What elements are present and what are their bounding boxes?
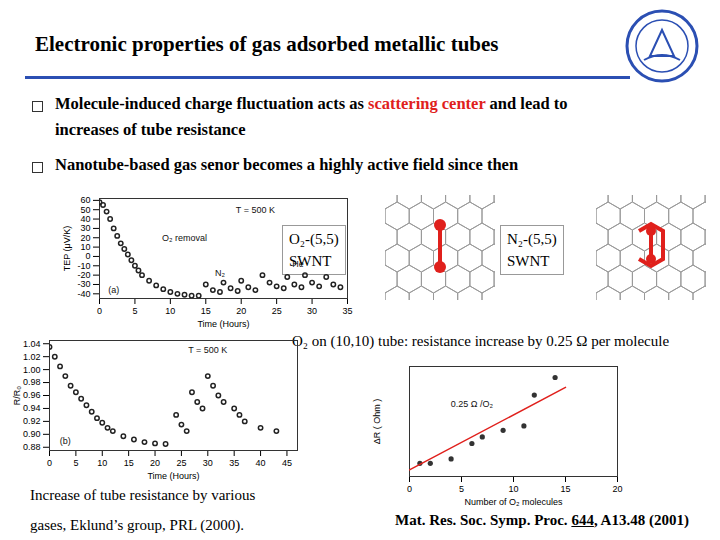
svg-text:30: 30 <box>307 306 317 316</box>
svg-text:1.00: 1.00 <box>23 364 41 374</box>
svg-text:50: 50 <box>80 205 90 215</box>
svg-text:35: 35 <box>342 306 352 316</box>
svg-text:0: 0 <box>97 306 102 316</box>
svg-text:30: 30 <box>80 223 90 233</box>
svg-text:-30: -30 <box>77 279 90 289</box>
svg-text:45: 45 <box>282 458 292 468</box>
svg-text:He: He <box>292 259 304 269</box>
svg-text:15: 15 <box>124 458 134 468</box>
svg-text:T = 500 K: T = 500 K <box>188 345 227 355</box>
svg-text:0.88: 0.88 <box>23 442 41 452</box>
svg-text:10: 10 <box>80 242 90 252</box>
svg-text:-10: -10 <box>77 261 90 271</box>
svg-text:15: 15 <box>560 484 570 494</box>
svg-text:1.04: 1.04 <box>23 339 41 349</box>
svg-text:0.94: 0.94 <box>23 403 41 413</box>
svg-text:O₂ removal: O₂ removal <box>162 233 207 243</box>
svg-text:5: 5 <box>73 458 78 468</box>
svg-text:1.02: 1.02 <box>23 352 41 362</box>
svg-text:0.92: 0.92 <box>23 416 41 426</box>
svg-text:R/R₀: R/R₀ <box>12 386 22 405</box>
svg-text:10: 10 <box>508 484 518 494</box>
svg-text:-40: -40 <box>77 289 90 299</box>
svg-text:10: 10 <box>97 458 107 468</box>
svg-text:35: 35 <box>229 458 239 468</box>
svg-text:25: 25 <box>272 306 282 316</box>
svg-text:40: 40 <box>256 458 266 468</box>
svg-text:25: 25 <box>176 458 186 468</box>
svg-text:20: 20 <box>612 484 622 494</box>
svg-text:Number of O₂ molecules: Number of O₂ molecules <box>464 497 563 507</box>
svg-text:Time (Hours): Time (Hours) <box>197 319 249 329</box>
svg-text:T = 500 K: T = 500 K <box>236 205 275 215</box>
svg-text:N₂: N₂ <box>215 268 225 278</box>
svg-text:0.98: 0.98 <box>23 377 41 387</box>
svg-text:0: 0 <box>407 484 412 494</box>
svg-text:60: 60 <box>80 195 90 205</box>
svg-text:(a): (a) <box>108 285 119 295</box>
svg-text:TEP (μV/K): TEP (μV/K) <box>62 226 72 272</box>
svg-text:15: 15 <box>201 306 211 316</box>
svg-text:0.25 Ω /O₂: 0.25 Ω /O₂ <box>451 399 494 409</box>
svg-text:10: 10 <box>165 306 175 316</box>
svg-text:(b): (b) <box>60 436 71 446</box>
svg-text:Time (Hours): Time (Hours) <box>147 471 199 481</box>
svg-text:30: 30 <box>203 458 213 468</box>
svg-text:ΔR ( Ohm ): ΔR ( Ohm ) <box>372 399 382 445</box>
svg-text:0.96: 0.96 <box>23 390 41 400</box>
svg-text:5: 5 <box>459 484 464 494</box>
svg-text:0: 0 <box>85 251 90 261</box>
svg-text:0.90: 0.90 <box>23 429 41 439</box>
svg-text:20: 20 <box>80 233 90 243</box>
svg-text:20: 20 <box>150 458 160 468</box>
svg-text:20: 20 <box>236 306 246 316</box>
svg-text:-20: -20 <box>77 270 90 280</box>
svg-text:40: 40 <box>80 214 90 224</box>
svg-text:5: 5 <box>132 306 137 316</box>
svg-text:0: 0 <box>47 458 52 468</box>
